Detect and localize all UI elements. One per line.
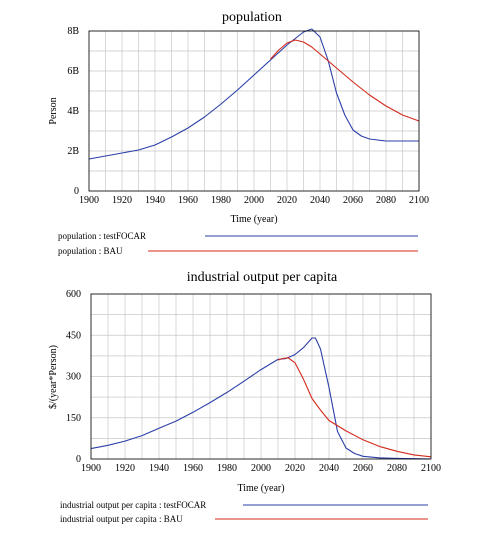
x-tick-label: 2080 xyxy=(376,195,396,206)
x-tick-label: 2000 xyxy=(251,463,271,474)
x-tick-label: 1960 xyxy=(178,195,198,206)
x-tick-label: 1940 xyxy=(149,463,169,474)
x-tick-label: 1940 xyxy=(145,195,165,206)
x-tick-labels: 1900 1920 1940 1960 1980 2000 2020 2040 2060 2080… xyxy=(79,195,429,206)
industrial-output-chart: industrial output per capita 1900 1920 194… xyxy=(48,270,441,524)
series-line xyxy=(277,357,432,458)
x-tick-label: 1980 xyxy=(217,463,237,474)
x-tick-label: 2040 xyxy=(319,463,339,474)
x-tick-label: 2040 xyxy=(310,195,330,206)
x-axis-label: Time (year) xyxy=(230,214,277,225)
y-tick-label: 6B xyxy=(67,66,79,77)
x-tick-label: 1920 xyxy=(112,195,132,206)
x-tick-label: 2020 xyxy=(285,463,305,474)
y-tick-label: 600 xyxy=(66,289,81,300)
y-tick-labels: 0 150 300 450 600 xyxy=(66,289,81,465)
y-axis-label: $/(year*Person) xyxy=(48,345,59,409)
x-tick-label: 1920 xyxy=(115,463,135,474)
x-tick-label: 1960 xyxy=(183,463,203,474)
y-tick-label: 2B xyxy=(67,146,79,157)
population-chart: population 1900 1920 1940 1960 1980 2000 2020 2… xyxy=(48,10,429,256)
series-lines xyxy=(88,28,420,160)
y-tick-label: 8B xyxy=(67,26,79,37)
x-tick-label: 2000 xyxy=(244,195,264,206)
grid xyxy=(88,30,420,192)
series-line xyxy=(90,337,432,460)
y-tick-labels: 0 2B 4B 6B 8B xyxy=(67,26,79,197)
x-tick-label: 2060 xyxy=(343,195,363,206)
chart-title: population xyxy=(222,10,282,25)
x-tick-label: 2060 xyxy=(353,463,373,474)
grid xyxy=(90,293,432,460)
y-axis-label: Person xyxy=(48,97,59,124)
legend-label: population : testFOCAR xyxy=(58,231,146,241)
y-tick-label: 150 xyxy=(66,413,81,424)
plot-frame xyxy=(88,30,420,192)
x-tick-label: 2100 xyxy=(409,195,429,206)
y-tick-label: 300 xyxy=(66,372,81,383)
x-axis-label: Time (year) xyxy=(237,483,284,494)
y-tick-label: 450 xyxy=(66,330,81,341)
chart-title: industrial output per capita xyxy=(187,270,338,285)
legend-label: industrial output per capita : testFOCAR xyxy=(60,500,206,510)
legend-label: industrial output per capita : BAU xyxy=(60,514,183,524)
legend: industrial output per capita : testFOCAR… xyxy=(60,500,428,524)
x-tick-label: 2080 xyxy=(387,463,407,474)
x-tick-label: 2100 xyxy=(421,463,441,474)
legend: population : testFOCAR population : BAU xyxy=(58,231,418,256)
y-tick-label: 0 xyxy=(76,454,81,465)
x-tick-labels: 1900 1920 1940 1960 1980 2000 2020 2040 2060 2080… xyxy=(81,463,441,474)
legend-label: population : BAU xyxy=(58,246,123,256)
series-lines xyxy=(90,337,432,460)
plot-frame xyxy=(90,293,432,460)
x-tick-label: 1980 xyxy=(211,195,231,206)
y-tick-label: 4B xyxy=(67,106,79,117)
series-line xyxy=(88,28,419,160)
y-tick-label: 0 xyxy=(74,186,79,197)
x-tick-label: 1900 xyxy=(79,195,99,206)
x-tick-label: 2020 xyxy=(277,195,297,206)
x-tick-label: 1900 xyxy=(81,463,101,474)
series-line xyxy=(270,39,420,122)
